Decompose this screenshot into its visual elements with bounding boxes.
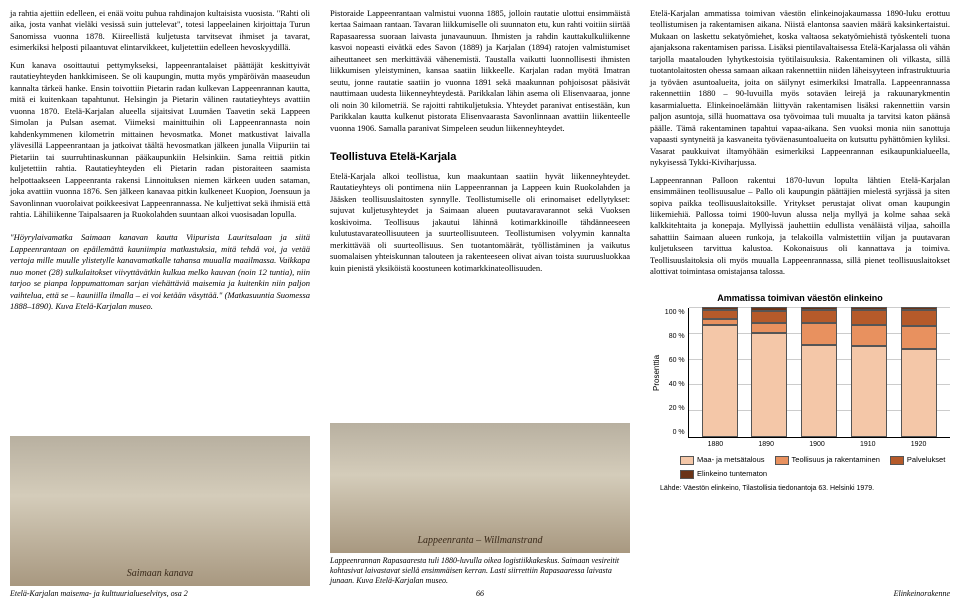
bar-segment [702,310,738,319]
bar-segment [901,310,937,327]
legend-item: Palvelukset [890,455,945,465]
bar-segment [851,310,887,326]
bar [751,307,787,437]
legend-swatch [680,456,694,465]
bar-segment [751,323,787,333]
image-harbor: Lappeenranta – Willmanstrand [330,423,630,553]
x-labels: 1880 1890 1900 1910 1920 [684,438,950,449]
footer-left-row: Etelä-Karjalan maisema- ja kulttuurialue… [10,589,310,600]
legend-item: Maa- ja metsätalous [680,455,765,465]
x-tick: 1900 [799,440,835,449]
legend-swatch [775,456,789,465]
para-1: ja rahtia ajettiin edelleen, ei enää voi… [10,8,310,54]
para-6: Lappeenrannan Palloon rakentui 1870-luvu… [650,175,950,278]
footer-left-text: Etelä-Karjalan maisema- ja kulttuurialue… [10,589,188,600]
para-3: Pistoraide Lappeenrantaan valmistui vuon… [330,8,630,134]
chart-source: Lähde: Väestön elinkeino, Tilastollisia … [660,484,950,493]
section-title: Teollistuva Etelä-Karjala [330,150,630,165]
footer-center-row: 66 [330,589,630,600]
column-left: ja rahtia ajettiin edelleen, ei enää voi… [0,0,320,604]
page-number: 66 [476,589,484,600]
chart-legend: Maa- ja metsätalous Teollisuus ja rakenta… [680,455,950,479]
legend-item: Elinkeino tuntematon [680,469,767,479]
chart-block: Ammatissa toimivan väestön elinkeino Pro… [650,292,950,493]
bar-segment [801,323,837,345]
y-tick: 60 % [665,356,685,365]
y-axis-label: Prosenttia [650,308,665,438]
legend-swatch [680,470,694,479]
bar [851,307,887,437]
para-4: Etelä-Karjala alkoi teollistua, kun maak… [330,171,630,274]
legend-label: Elinkeino tuntematon [697,469,767,479]
image-harbor-label: Lappeenranta – Willmanstrand [330,534,630,548]
x-tick: 1920 [901,440,937,449]
image-canal: Saimaan kanava [10,436,310,586]
column-center: Pistoraide Lappeenrantaan valmistui vuon… [320,0,640,604]
legend-label: Teollisuus ja rakentaminen [792,455,880,465]
y-ticks: 100 % 80 % 60 % 40 % 20 % 0 % [665,308,688,438]
y-tick: 20 % [665,404,685,413]
bar-segment [801,345,837,437]
column-right: Etelä-Karjalan ammatissa toimivan väestö… [640,0,960,604]
bar-segment [851,325,887,346]
bar-segment [801,310,837,323]
para-2: Kun kanava osoittautui pettymykseksi, la… [10,60,310,221]
bar [801,307,837,437]
bar-segment [901,349,937,437]
bar [702,307,738,437]
legend-label: Palvelukset [907,455,945,465]
y-tick: 40 % [665,380,685,389]
y-tick: 0 % [665,428,685,437]
bar [901,307,937,437]
quote-block: "Höyrylaivamatka Saimaan kanavan kautta … [10,232,310,312]
x-tick: 1890 [748,440,784,449]
x-tick: 1880 [697,440,733,449]
bar-segment [751,333,787,437]
bar-segment [702,325,738,437]
image-canal-label: Saimaan kanava [10,567,310,581]
footer-right-text: Elinkeinorakenne [650,589,950,600]
image-harbor-caption: Lappeenrannan Rapasaaresta tuli 1880-luv… [330,556,630,586]
bars-grid [688,308,950,438]
bar-segment [901,326,937,348]
chart-area: Prosenttia 100 % 80 % 60 % 40 % 20 % 0 % [650,308,950,438]
bar-segment [751,311,787,323]
legend-item: Teollisuus ja rakentaminen [775,455,880,465]
x-tick: 1910 [850,440,886,449]
chart-title: Ammatissa toimivan väestön elinkeino [650,292,950,304]
para-5: Etelä-Karjalan ammatissa toimivan väestö… [650,8,950,169]
legend-swatch [890,456,904,465]
bar-segment [851,346,887,437]
y-tick: 100 % [665,308,685,317]
y-tick: 80 % [665,332,685,341]
legend-label: Maa- ja metsätalous [697,455,765,465]
